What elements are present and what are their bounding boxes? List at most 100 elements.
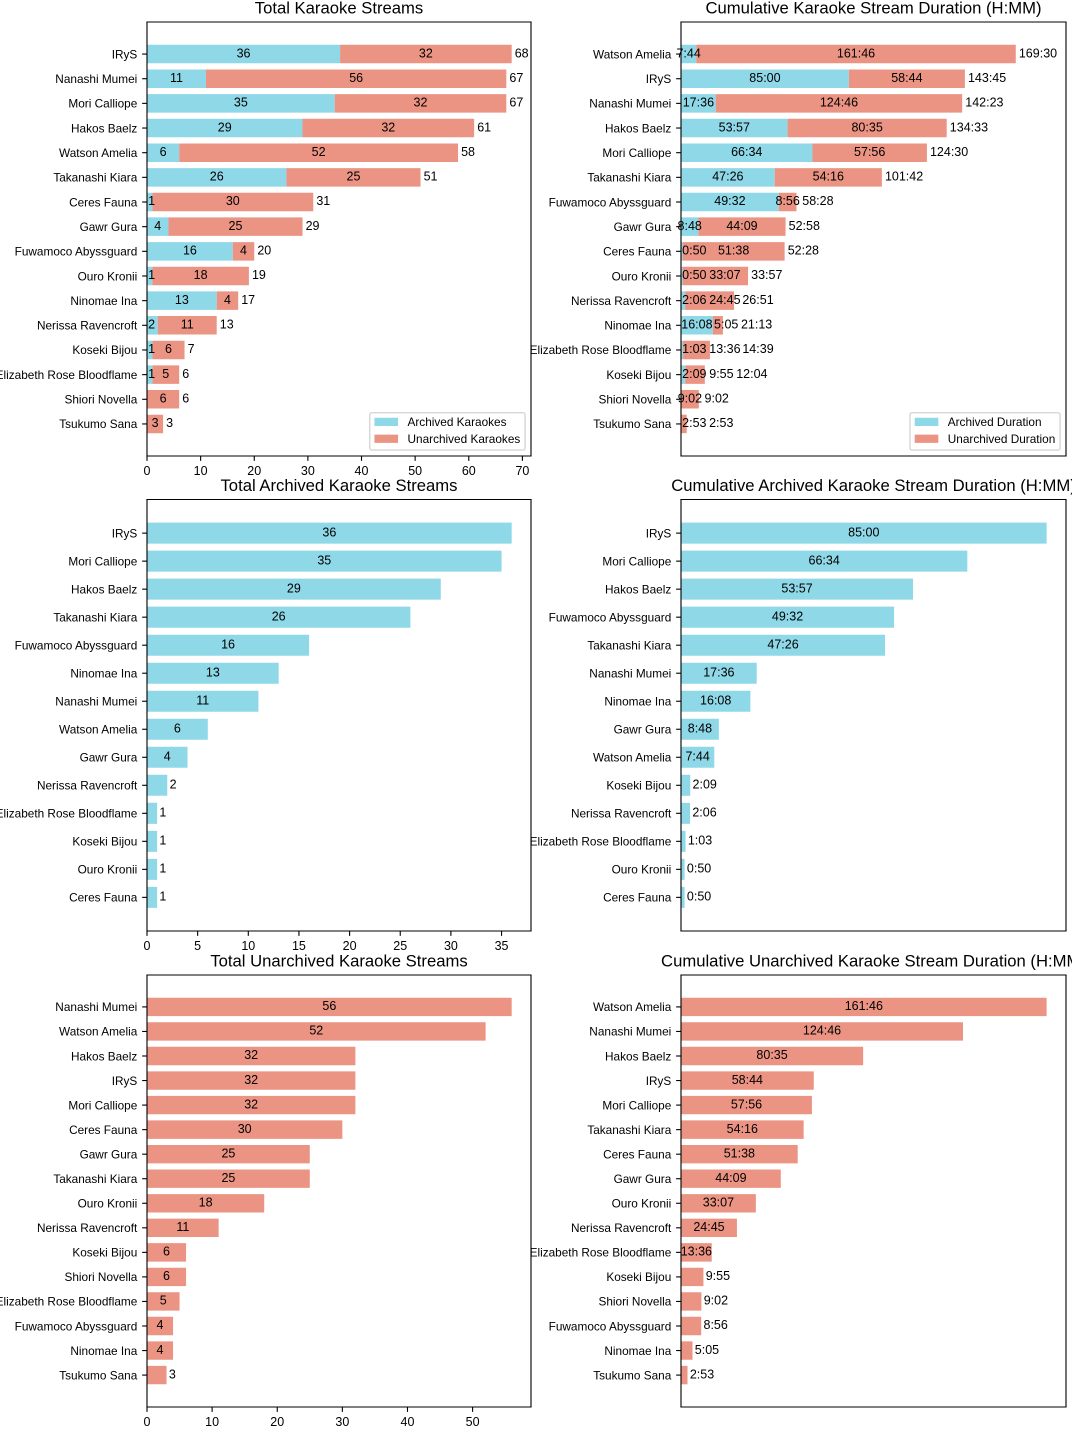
svg-text:16:08: 16:08 <box>681 318 712 332</box>
svg-text:30: 30 <box>238 1122 252 1136</box>
svg-text:Ouro Kronii: Ouro Kronii <box>612 863 672 877</box>
svg-text:17:36: 17:36 <box>703 665 734 679</box>
svg-text:52:28: 52:28 <box>788 244 819 258</box>
svg-text:40: 40 <box>401 1415 415 1429</box>
svg-text:124:30: 124:30 <box>930 145 968 159</box>
svg-text:Takanashi Kiara: Takanashi Kiara <box>53 610 137 624</box>
svg-text:1: 1 <box>159 834 166 848</box>
svg-text:80:35: 80:35 <box>756 1048 787 1062</box>
svg-text:44:09: 44:09 <box>726 219 757 233</box>
svg-text:8:56: 8:56 <box>775 194 799 208</box>
svg-text:Gawr Gura: Gawr Gura <box>80 220 138 234</box>
svg-text:IRyS: IRyS <box>112 47 138 61</box>
svg-text:Mori Calliope: Mori Calliope <box>68 97 137 111</box>
svg-text:Takanashi Kiara: Takanashi Kiara <box>587 1123 671 1137</box>
svg-text:26: 26 <box>210 170 224 184</box>
svg-text:16: 16 <box>221 637 235 651</box>
svg-text:32: 32 <box>381 120 395 134</box>
svg-text:1:03: 1:03 <box>688 834 712 848</box>
svg-text:Mori Calliope: Mori Calliope <box>68 1098 137 1112</box>
svg-text:Nerissa Ravencroft: Nerissa Ravencroft <box>571 807 672 821</box>
svg-text:13:36: 13:36 <box>681 1245 712 1259</box>
svg-text:30: 30 <box>335 1415 349 1429</box>
svg-text:Fuwamoco Abyssguard: Fuwamoco Abyssguard <box>549 195 672 209</box>
svg-text:56: 56 <box>349 71 363 85</box>
svg-text:Mori Calliope: Mori Calliope <box>602 554 671 568</box>
svg-text:0:50: 0:50 <box>682 268 706 282</box>
svg-text:32: 32 <box>414 96 428 110</box>
svg-text:68: 68 <box>515 46 529 60</box>
svg-text:Elizabeth Rose Bloodflame: Elizabeth Rose Bloodflame <box>530 835 672 849</box>
svg-text:Cumulative Unarchived Karaoke: Cumulative Unarchived Karaoke Stream Dur… <box>661 952 1072 971</box>
svg-text:5: 5 <box>160 1294 167 1308</box>
svg-text:Ouro Kronii: Ouro Kronii <box>612 269 672 283</box>
svg-text:Shiori Novella: Shiori Novella <box>598 393 671 407</box>
svg-text:IRyS: IRyS <box>646 72 672 86</box>
svg-text:67: 67 <box>509 71 523 85</box>
svg-text:Tsukumo Sana: Tsukumo Sana <box>59 1368 137 1382</box>
svg-text:Nanashi Mumei: Nanashi Mumei <box>55 1000 137 1014</box>
svg-text:29: 29 <box>218 120 232 134</box>
svg-text:IRyS: IRyS <box>646 1074 672 1088</box>
svg-text:Nerissa Ravencroft: Nerissa Ravencroft <box>571 1221 672 1235</box>
svg-text:11: 11 <box>176 1220 189 1234</box>
svg-text:Hakos Baelz: Hakos Baelz <box>71 582 137 596</box>
svg-text:21:13: 21:13 <box>741 318 772 332</box>
svg-text:5:05: 5:05 <box>714 318 738 332</box>
svg-text:Archived Karaokes: Archived Karaokes <box>408 415 507 429</box>
svg-text:54:16: 54:16 <box>727 1122 758 1136</box>
svg-text:Tsukumo Sana: Tsukumo Sana <box>593 1368 671 1382</box>
svg-text:2: 2 <box>170 778 177 792</box>
svg-text:19: 19 <box>252 268 266 282</box>
svg-text:1:03: 1:03 <box>682 342 706 356</box>
svg-text:Ninomae Ina: Ninomae Ina <box>604 695 671 709</box>
svg-text:33:07: 33:07 <box>703 1196 734 1210</box>
svg-text:Gawr Gura: Gawr Gura <box>80 751 138 765</box>
svg-text:1: 1 <box>148 367 155 381</box>
svg-text:51: 51 <box>424 170 438 184</box>
svg-text:58:44: 58:44 <box>891 71 922 85</box>
svg-text:12:04: 12:04 <box>736 367 767 381</box>
svg-text:Koseki Bijou: Koseki Bijou <box>72 835 137 849</box>
svg-text:8:48: 8:48 <box>678 219 702 233</box>
svg-text:17: 17 <box>241 293 255 307</box>
svg-text:Watson Amelia: Watson Amelia <box>59 723 138 737</box>
svg-text:Nerissa Ravencroft: Nerissa Ravencroft <box>37 319 138 333</box>
svg-text:1: 1 <box>159 890 166 904</box>
svg-text:Fuwamoco Abyssguard: Fuwamoco Abyssguard <box>549 1319 672 1333</box>
svg-text:29: 29 <box>306 219 320 233</box>
svg-text:35: 35 <box>317 553 331 567</box>
svg-text:Hakos Baelz: Hakos Baelz <box>605 121 671 135</box>
svg-text:Ouro Kronii: Ouro Kronii <box>78 863 138 877</box>
svg-text:9:02: 9:02 <box>704 1294 728 1308</box>
svg-text:1: 1 <box>148 342 155 356</box>
svg-text:Mori Calliope: Mori Calliope <box>68 554 137 568</box>
svg-text:Elizabeth Rose Bloodflame: Elizabeth Rose Bloodflame <box>0 807 138 821</box>
svg-text:143:45: 143:45 <box>968 71 1006 85</box>
svg-text:25: 25 <box>229 219 243 233</box>
svg-text:4: 4 <box>224 293 231 307</box>
svg-text:Elizabeth Rose Bloodflame: Elizabeth Rose Bloodflame <box>530 1246 672 1260</box>
svg-text:60: 60 <box>462 464 476 478</box>
svg-text:11: 11 <box>170 71 183 85</box>
svg-text:51:38: 51:38 <box>718 244 749 258</box>
svg-text:2:09: 2:09 <box>693 778 717 792</box>
svg-text:Fuwamoco Abyssguard: Fuwamoco Abyssguard <box>549 610 672 624</box>
svg-text:Nerissa Ravencroft: Nerissa Ravencroft <box>37 779 138 793</box>
svg-text:66:34: 66:34 <box>731 145 762 159</box>
svg-text:Koseki Bijou: Koseki Bijou <box>72 1246 137 1260</box>
svg-text:9:55: 9:55 <box>706 1269 730 1283</box>
svg-text:0: 0 <box>144 464 151 478</box>
svg-text:57:56: 57:56 <box>854 145 885 159</box>
svg-text:5: 5 <box>162 367 169 381</box>
svg-text:Mori Calliope: Mori Calliope <box>602 1098 671 1112</box>
svg-text:161:46: 161:46 <box>837 46 875 60</box>
svg-text:Unarchived Karaokes: Unarchived Karaokes <box>408 432 521 446</box>
svg-text:33:07: 33:07 <box>709 268 740 282</box>
svg-text:Hakos Baelz: Hakos Baelz <box>71 121 137 135</box>
svg-text:0:50: 0:50 <box>687 862 711 876</box>
svg-text:57:56: 57:56 <box>731 1097 762 1111</box>
svg-text:8:48: 8:48 <box>688 721 712 735</box>
svg-text:9:02: 9:02 <box>678 392 702 406</box>
svg-text:49:32: 49:32 <box>714 194 745 208</box>
